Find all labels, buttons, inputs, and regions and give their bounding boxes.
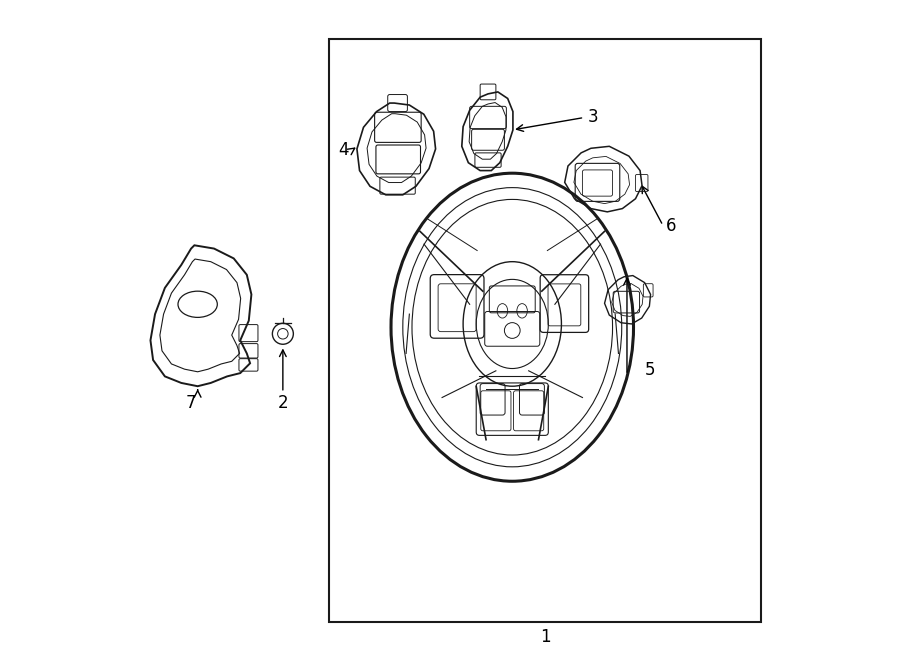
Text: 5: 5 bbox=[644, 361, 655, 379]
Text: 2: 2 bbox=[277, 393, 288, 412]
Text: 6: 6 bbox=[666, 217, 677, 235]
Text: 4: 4 bbox=[338, 141, 348, 159]
Text: 3: 3 bbox=[588, 108, 598, 126]
Text: 7: 7 bbox=[185, 393, 196, 412]
Bar bbox=[328, 39, 761, 622]
Text: 1: 1 bbox=[540, 628, 551, 646]
